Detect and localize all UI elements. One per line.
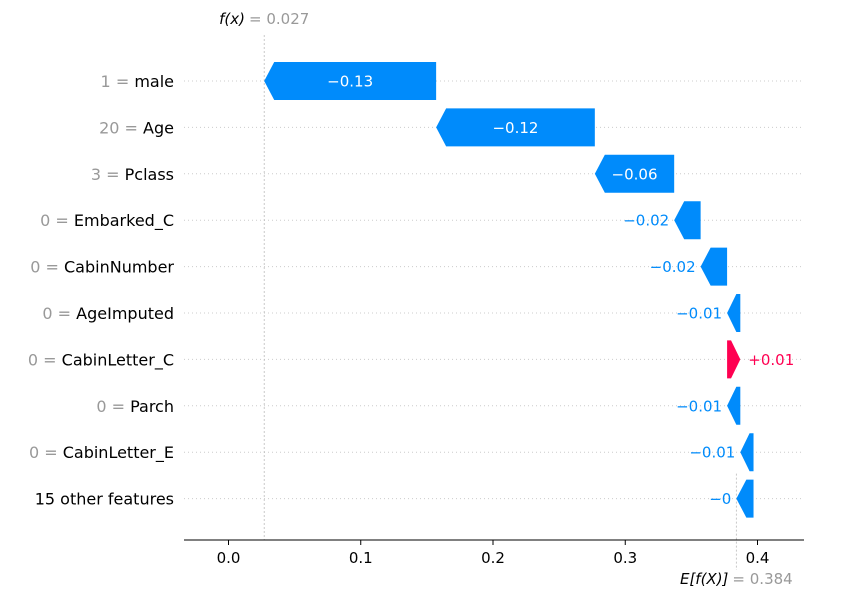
feature-label: 0 = CabinNumber xyxy=(30,258,174,277)
feature-label: 1 = male xyxy=(101,72,174,91)
feature-label: 3 = Pclass xyxy=(91,165,174,184)
bar-value-label: +0.01 xyxy=(748,351,794,369)
fx-label: f(x) xyxy=(219,10,245,28)
x-axis: 0.0 0.1 0.2 0.3 0.4 xyxy=(184,539,804,567)
fx-value: = 0.027 xyxy=(249,10,309,28)
feature-value: 0 = xyxy=(96,397,130,416)
feature-name: Parch xyxy=(130,397,174,416)
x-tick-label: 0.2 xyxy=(481,549,505,567)
feature-name: AgeImputed xyxy=(76,304,174,323)
bar-value-label: −0.01 xyxy=(676,397,722,415)
feature-name: 15 other features xyxy=(35,490,174,509)
feature-value: 3 = xyxy=(91,165,125,184)
feature-name: male xyxy=(134,72,174,91)
feature-name: Embarked_C xyxy=(74,211,174,231)
x-tick-label: 0.1 xyxy=(349,549,373,567)
feature-label: 0 = Parch xyxy=(96,397,174,416)
feature-value: 20 = xyxy=(99,118,143,137)
feature-label: 15 other features xyxy=(35,490,174,509)
bar-parch xyxy=(727,386,741,425)
annotations: f(x) = 0.027 E[f(X)] = 0.384 xyxy=(219,10,793,588)
feature-name: Age xyxy=(143,118,174,137)
x-tick-label: 0.3 xyxy=(613,549,637,567)
bar-value-label: −0.12 xyxy=(492,119,538,137)
feature-value: 0 = xyxy=(40,211,74,230)
bar-cabinnumber xyxy=(700,247,728,286)
fx-annotation: f(x) = 0.027 xyxy=(219,10,309,28)
bar-value-label: −0 xyxy=(709,490,731,508)
bar-age xyxy=(436,108,595,147)
bar-value-label: −0.02 xyxy=(650,258,696,276)
feature-value: 0 = xyxy=(42,304,76,323)
bar-ageimputed xyxy=(727,294,741,332)
bar-cabinletter-e xyxy=(740,433,754,472)
bar-value-label: −0.01 xyxy=(676,305,722,323)
feature-name: CabinNumber xyxy=(64,258,174,277)
bar-value-label: −0.01 xyxy=(689,444,735,462)
feature-label: 0 = CabinLetter_E xyxy=(29,443,174,463)
bar-pclass xyxy=(594,154,675,193)
efx-label: E[f(X)] xyxy=(680,570,729,588)
bar-value-label: −0.13 xyxy=(327,73,373,91)
reference-lines xyxy=(263,35,737,570)
feature-label: 0 = CabinLetter_C xyxy=(28,350,174,370)
feature-value: 1 = xyxy=(101,72,135,91)
x-tick-label: 0.0 xyxy=(217,549,241,567)
feature-name: CabinLetter_C xyxy=(62,350,174,370)
feature-name: CabinLetter_E xyxy=(63,443,174,463)
bar-15-other-features xyxy=(736,479,754,518)
feature-value: 0 = xyxy=(28,350,62,369)
x-tick-label: 0.4 xyxy=(746,549,770,567)
feature-label: 0 = Embarked_C xyxy=(40,211,174,231)
bars-group: −0.13 −0.12 −0.06 −0.02 −0.02 −0.01 +0.01 −0.01… xyxy=(264,62,794,518)
bar-embarked-c xyxy=(674,201,701,240)
bar-value-label: −0.06 xyxy=(612,165,658,183)
feature-label: 20 = Age xyxy=(99,118,174,137)
feature-label: 0 = AgeImputed xyxy=(42,304,174,323)
bar-cabinletter-c xyxy=(727,340,741,379)
feature-value: 0 = xyxy=(29,443,63,462)
efx-value: = 0.384 xyxy=(732,570,792,588)
bar-value-label: −0.02 xyxy=(623,212,669,230)
efx-annotation: E[f(X)] = 0.384 xyxy=(680,570,793,588)
feature-labels: 1 = male 20 = Age 3 = Pclass 0 = Embarked_C… xyxy=(28,72,175,509)
bar-male xyxy=(264,62,437,100)
feature-name: Pclass xyxy=(125,165,174,184)
feature-value: 0 = xyxy=(30,258,64,277)
